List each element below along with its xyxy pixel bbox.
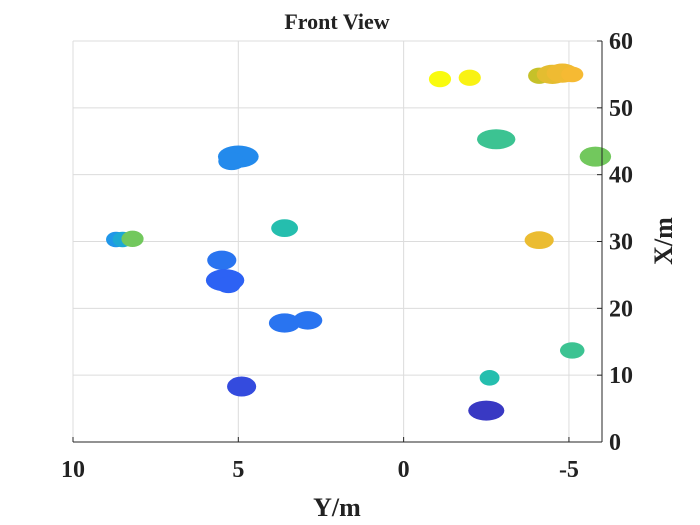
data-point (271, 219, 299, 238)
x-tick-label: 5 (232, 457, 244, 483)
data-point (218, 152, 246, 171)
data-point (216, 276, 241, 294)
data-point (559, 342, 585, 359)
x-tick-label: 10 (61, 457, 85, 483)
x-tick-label: 0 (398, 457, 410, 483)
y-tick-label: 40 (609, 163, 633, 189)
data-point (207, 250, 237, 270)
x-axis-label: Y/m (313, 493, 361, 522)
y-tick-label: 20 (609, 296, 633, 322)
data-point (428, 70, 452, 88)
grid (72, 40, 602, 443)
y-axis-label: X/m (649, 217, 678, 265)
y-tick-label: 30 (609, 230, 633, 256)
data-point (579, 146, 612, 167)
chart-title: Front View (284, 9, 389, 34)
data-point (476, 129, 516, 150)
y-tick-label: 0 (609, 430, 621, 456)
data-point (468, 400, 505, 421)
y-tick-label: 10 (609, 363, 633, 389)
data-point (268, 313, 301, 333)
data-point (479, 370, 500, 386)
data-point (524, 231, 554, 250)
data-point (121, 230, 144, 247)
y-tick-label: 60 (609, 29, 633, 55)
y-tick-label: 50 (609, 96, 633, 122)
data-point (561, 66, 584, 83)
data-points (106, 63, 612, 421)
data-point (227, 376, 257, 397)
data-point (293, 311, 323, 330)
data-point (458, 69, 481, 86)
x-tick-label: -5 (559, 457, 579, 483)
